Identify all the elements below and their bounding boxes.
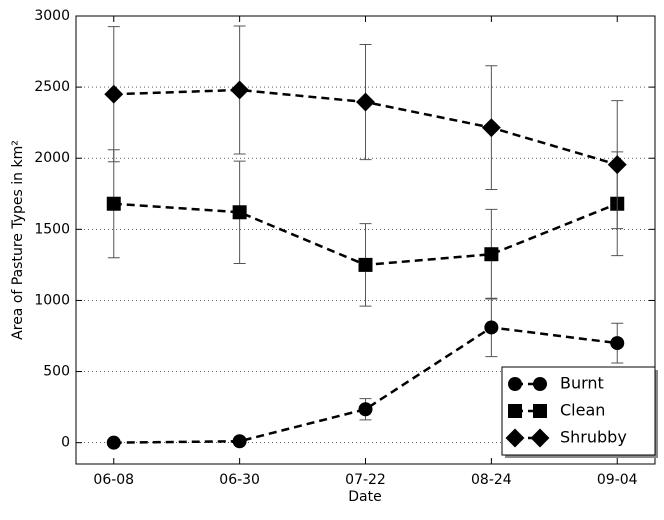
marker	[106, 435, 121, 450]
legend-label: Burnt	[560, 374, 604, 393]
x-tick-label: 06-30	[219, 472, 260, 488]
y-tick-label: 2000	[34, 150, 70, 166]
marker	[533, 377, 547, 391]
marker	[356, 92, 375, 112]
marker	[106, 196, 121, 211]
y-tick-label: 500	[43, 364, 70, 380]
x-tick-label: 06-08	[93, 472, 134, 488]
marker	[484, 320, 499, 335]
marker	[358, 402, 373, 417]
marker	[530, 428, 550, 448]
series-line	[113, 326, 618, 444]
x-axis-label: Date	[348, 489, 381, 505]
marker	[232, 434, 247, 449]
marker	[610, 336, 625, 351]
x-tick-label: 07-22	[345, 472, 386, 488]
y-tick-label: 0	[61, 435, 70, 451]
marker	[508, 404, 522, 418]
marker	[505, 428, 525, 448]
y-tick-label: 2500	[34, 79, 70, 95]
y-tick-label: 1000	[34, 292, 70, 308]
y-tick-label: 1500	[34, 221, 70, 237]
legend-label: Clean	[560, 401, 605, 420]
marker	[481, 118, 501, 138]
x-tick-label: 09-04	[597, 472, 638, 488]
y-axis-label: Area of Pasture Types in km²	[10, 140, 26, 340]
marker	[508, 377, 522, 391]
marker	[484, 247, 499, 262]
marker	[358, 257, 373, 272]
plot-frame	[75, 15, 656, 465]
marker	[104, 84, 124, 104]
legend-box	[501, 366, 656, 456]
legend: Burnt Clean Shrubby	[501, 366, 658, 458]
x-tick-label: 08-24	[471, 472, 512, 488]
marker	[607, 155, 627, 175]
marker	[533, 404, 547, 418]
marker	[230, 80, 250, 100]
y-tick-label: 3000	[34, 8, 70, 24]
legend-label: Shrubby	[560, 428, 627, 447]
marker	[232, 205, 247, 220]
